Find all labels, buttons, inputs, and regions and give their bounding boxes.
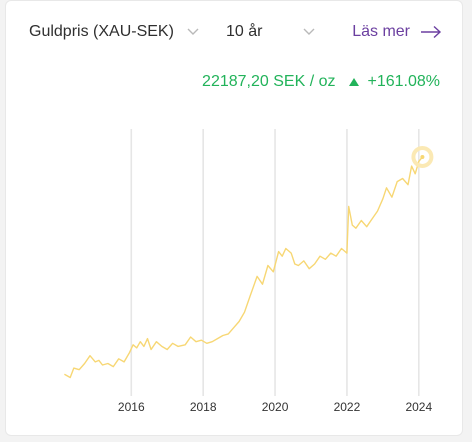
x-tick-label-2016: 2016 <box>118 400 145 414</box>
period-select-label: 10 år <box>226 23 263 40</box>
price-chart: 2016 2018 2020 2022 2024 <box>64 129 434 414</box>
chevron-down-icon <box>303 28 315 35</box>
gold-price-card: Guldpris (XAU-SEK) 10 år Läs mer 22187,2… <box>5 0 463 436</box>
asset-select[interactable]: Guldpris (XAU-SEK) <box>29 23 200 41</box>
latest-point-marker[interactable] <box>411 145 434 168</box>
x-tick-label-2020: 2020 <box>262 400 289 414</box>
period-select[interactable]: 10 år <box>226 23 316 41</box>
price-series-line <box>64 156 423 379</box>
read-more-label: Läs mer <box>352 23 410 40</box>
latest-point <box>420 154 425 159</box>
asset-select-label: Guldpris (XAU-SEK) <box>29 23 174 40</box>
triangle-up-icon <box>349 78 360 86</box>
current-price: 22187,20 SEK / oz <box>202 73 336 90</box>
read-more-link[interactable]: Läs mer <box>352 23 442 41</box>
arrow-right-icon <box>421 25 442 39</box>
price-change: +161.08% <box>367 73 440 90</box>
x-tick-label-2018: 2018 <box>190 400 217 414</box>
x-tick-label-2022: 2022 <box>334 400 361 414</box>
chevron-down-icon <box>187 28 199 35</box>
toolbar: Guldpris (XAU-SEK) 10 år Läs mer <box>6 15 462 55</box>
price-summary: 22187,20 SEK / oz +161.08% <box>202 73 440 91</box>
x-tick-label-2024: 2024 <box>405 400 432 414</box>
